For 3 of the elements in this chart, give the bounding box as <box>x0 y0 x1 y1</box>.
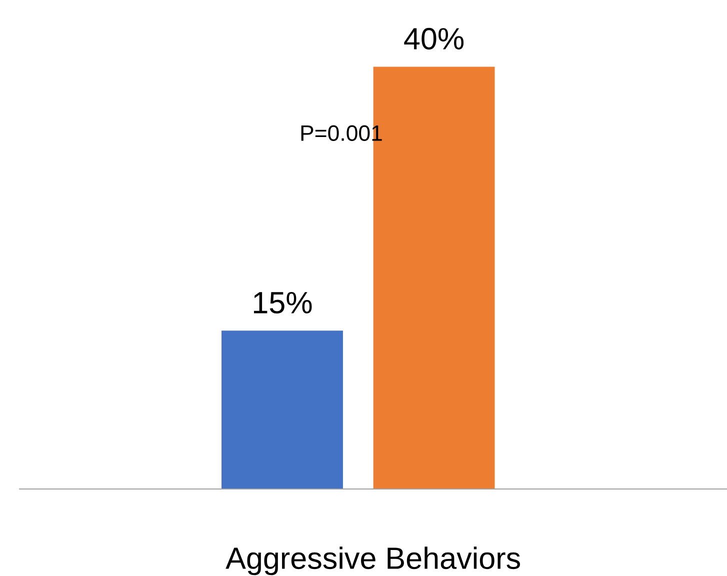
x-axis-title: Aggressive Behaviors <box>226 546 520 576</box>
data-label: 15% <box>254 292 312 314</box>
data-label: 40% <box>404 28 464 50</box>
